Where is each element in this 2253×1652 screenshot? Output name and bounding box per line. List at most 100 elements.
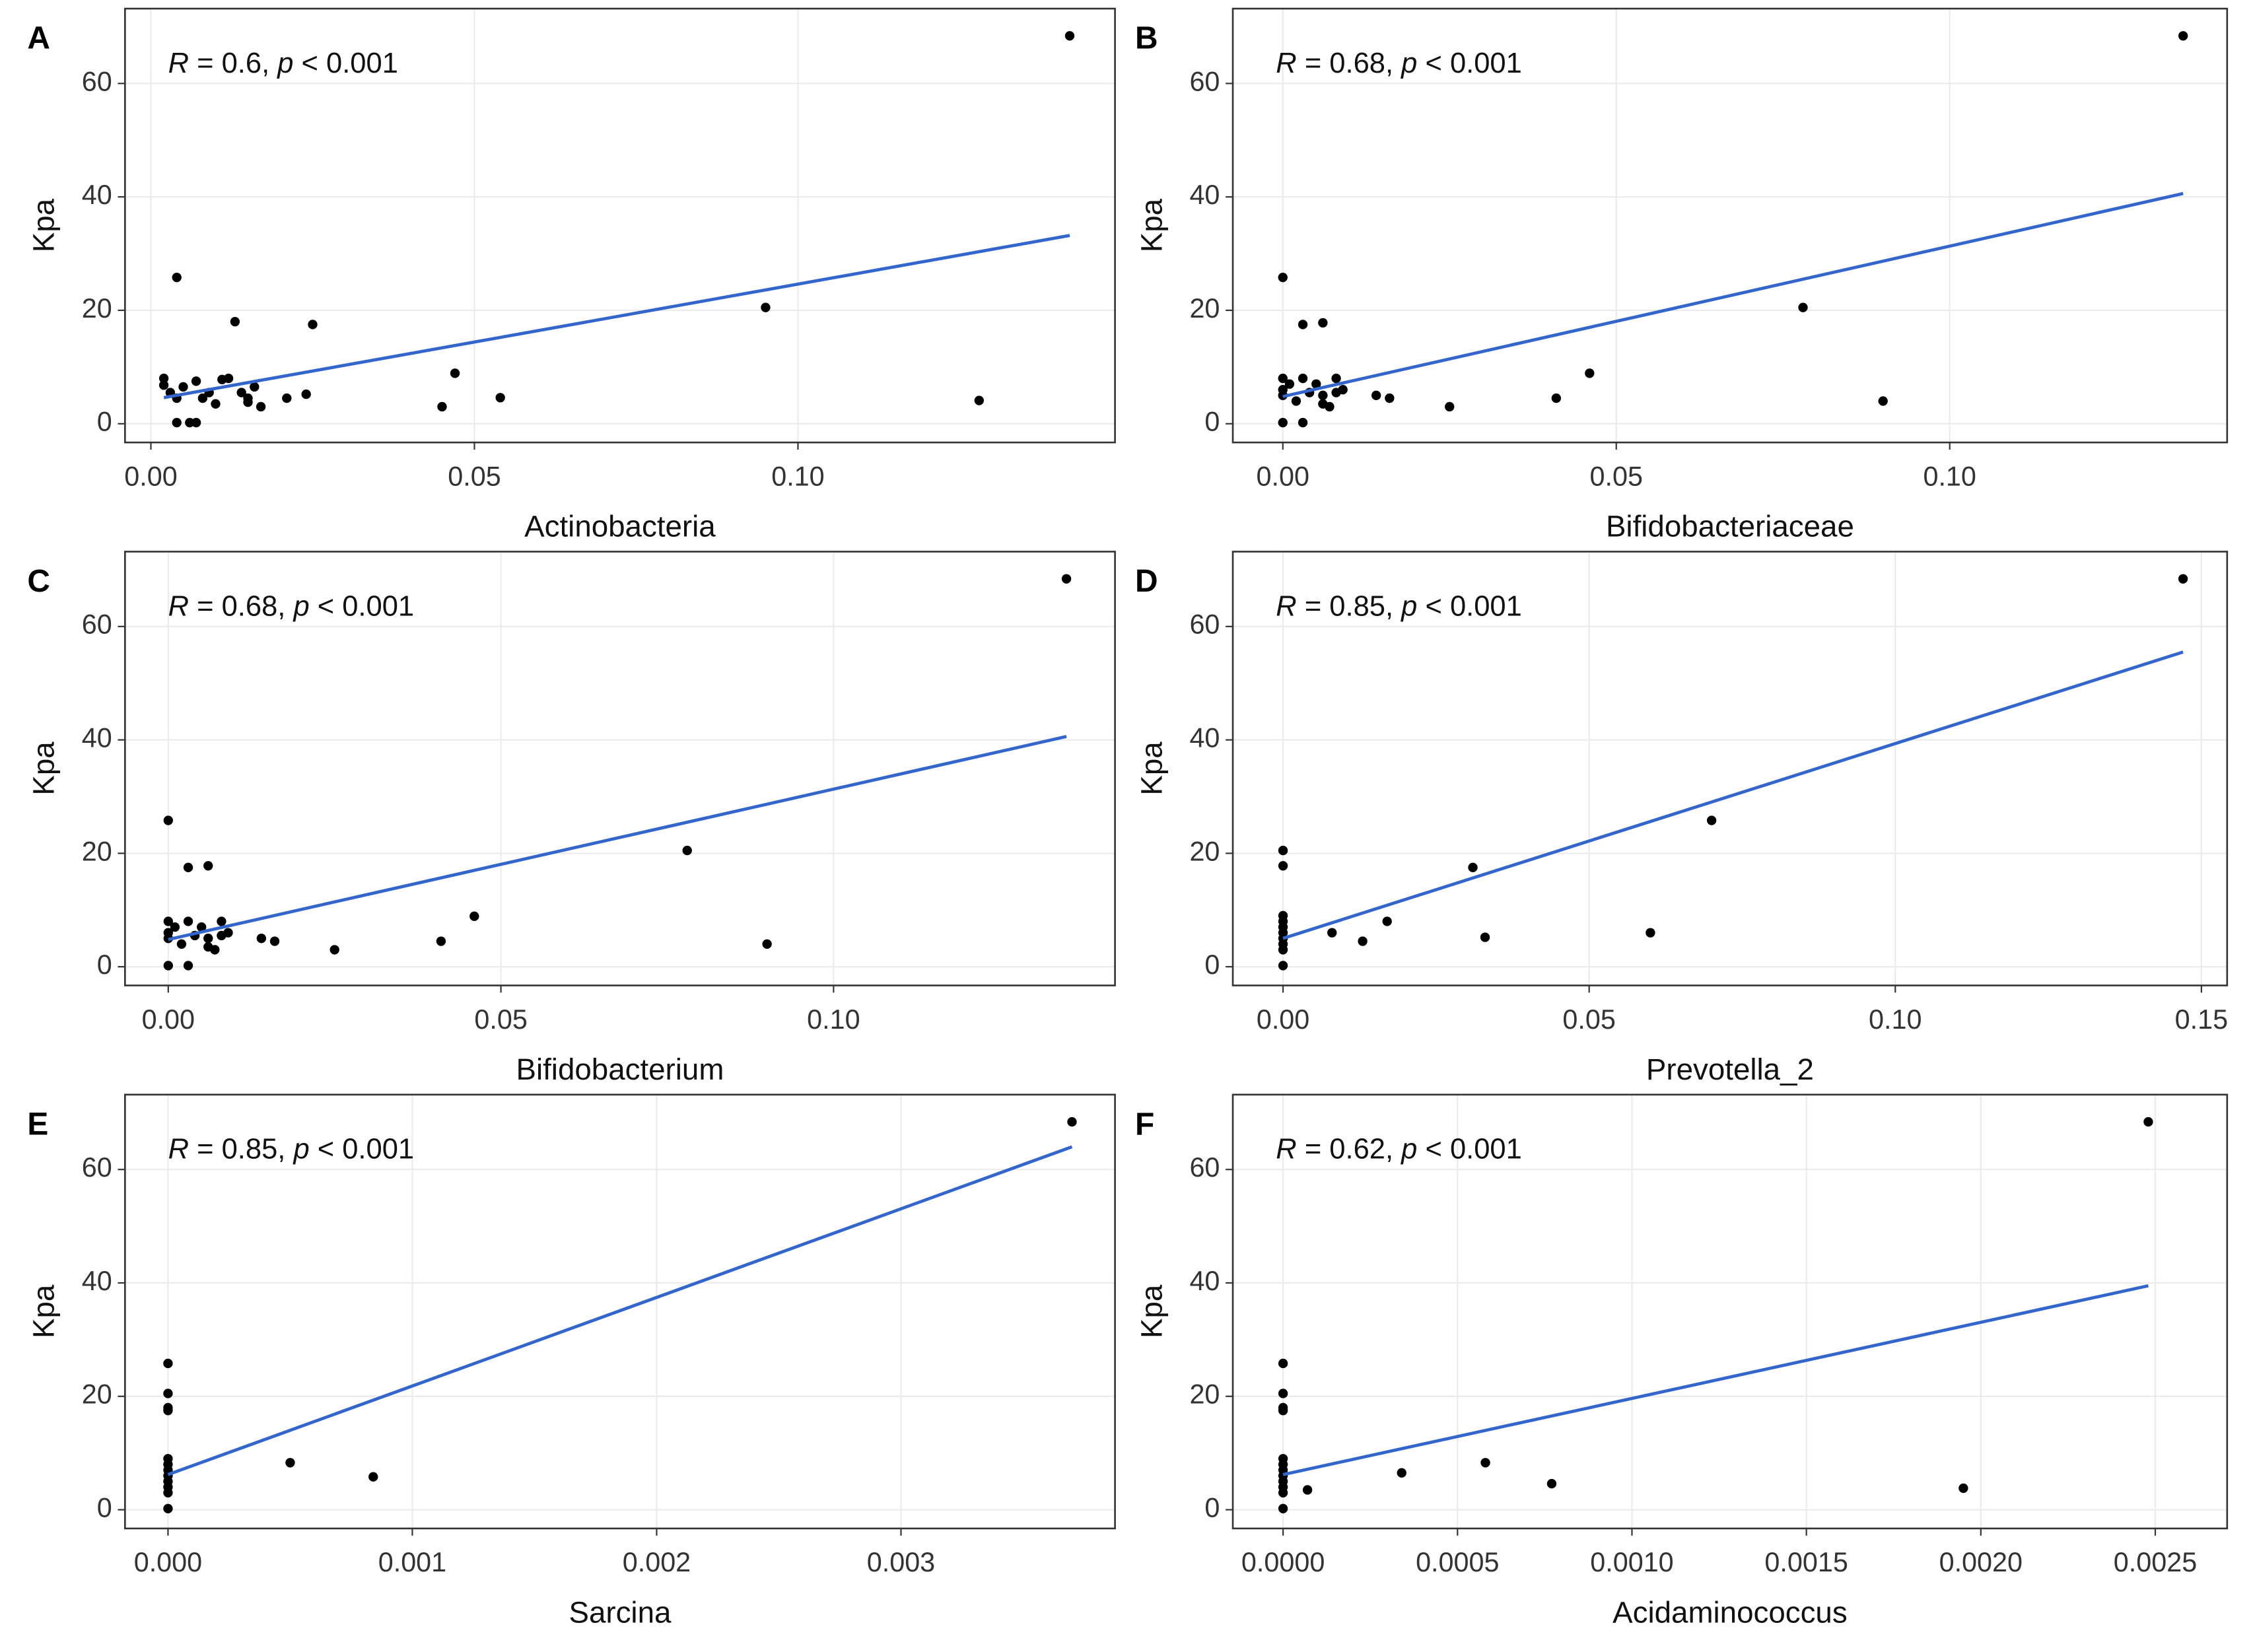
point (163, 1389, 173, 1398)
point (163, 961, 173, 971)
point (1278, 911, 1288, 921)
point (158, 380, 169, 390)
panel-label: B (1135, 21, 1158, 56)
panel: 0 20 40 60 0.000 0.001 0.002 0.003 E R = 0.85, p … (27, 1093, 1116, 1629)
point (256, 401, 266, 412)
y-axis-title: Kpa (1134, 741, 1168, 796)
annotation: R = 0.68, p < 0.001 (168, 590, 415, 622)
plot-border (124, 7, 1116, 444)
y-tick-label: 0 (97, 949, 112, 980)
point (210, 945, 220, 955)
x-tick-label: 0.002 (623, 1547, 691, 1577)
y-tick-label: 60 (1189, 609, 1220, 640)
x-tick-label: 0.0025 (2114, 1547, 2197, 1577)
annotation-part: p (1400, 590, 1417, 622)
x-axis-title: Actinobacteria (524, 510, 716, 543)
point (203, 861, 213, 871)
x-axis-title: Bifidobacterium (516, 1052, 724, 1086)
plot-border (1231, 7, 2229, 444)
x-tick-label: 0.10 (807, 1004, 860, 1035)
point (450, 368, 460, 378)
annotation-part: p (292, 1133, 309, 1165)
point (1298, 320, 1308, 329)
annotation-part: R (168, 1133, 189, 1165)
y-axis-title: Kpa (27, 741, 61, 796)
point (1585, 368, 1595, 378)
x-tick-label: 0.003 (867, 1547, 935, 1577)
fit-line (163, 234, 1070, 399)
y-axis-title: Kpa (27, 198, 61, 252)
x-tick-label: 0.0015 (1764, 1547, 1848, 1577)
point (256, 934, 267, 944)
x-tick-label: 0.001 (378, 1547, 446, 1577)
point (1298, 417, 1308, 428)
plot-border (1231, 551, 2229, 986)
point (223, 928, 233, 938)
point (308, 320, 318, 329)
annotation-part: < 0.001 (310, 590, 414, 622)
y-tick-label: 60 (82, 609, 112, 640)
annotation-part: < 0.001 (1417, 47, 1521, 79)
x-axis-title: Acidaminococcus (1612, 1595, 1848, 1629)
y-tick-label: 20 (82, 1379, 112, 1410)
point (197, 393, 208, 403)
point (1278, 1503, 1288, 1514)
point (329, 945, 339, 955)
point (1798, 302, 1808, 312)
point (974, 396, 984, 405)
point (1278, 961, 1288, 971)
point (163, 916, 173, 926)
y-tick-label: 40 (1189, 180, 1220, 210)
point (1061, 574, 1072, 584)
x-axis-title: Bifidobacteriaceae (1606, 510, 1854, 543)
point (191, 417, 201, 428)
y-axis-title: Kpa (1134, 198, 1168, 252)
y-tick-label: 0 (1204, 1492, 1220, 1523)
point (2178, 31, 2188, 41)
point (285, 1458, 295, 1468)
point (1445, 401, 1455, 412)
annotation-part: p (276, 47, 293, 79)
plot-background (1233, 1094, 2227, 1529)
y-tick-label: 40 (1189, 1266, 1220, 1296)
annotation-part: = 0.68, (189, 590, 293, 622)
y-tick-label: 40 (82, 1266, 112, 1296)
y-axis-title: Kpa (1134, 1284, 1168, 1338)
point (1338, 385, 1348, 395)
plot-border (124, 1093, 1116, 1530)
point (1327, 928, 1337, 938)
panel-label: E (27, 1107, 48, 1142)
point (172, 272, 182, 283)
point (1480, 1458, 1490, 1468)
y-tick-label: 0 (1204, 407, 1220, 437)
point (1318, 390, 1328, 400)
annotation-part: < 0.001 (1417, 590, 1521, 622)
fit-line (1282, 1284, 2149, 1476)
point (436, 936, 446, 946)
panel-label: D (1135, 564, 1158, 599)
x-tick-label: 0.000 (134, 1547, 202, 1577)
point (1278, 1454, 1288, 1464)
y-tick-label: 40 (1189, 723, 1220, 753)
x-axis-title: Sarcina (569, 1595, 672, 1629)
y-tick-label: 60 (82, 66, 112, 96)
point (1318, 318, 1328, 328)
plot-background (125, 9, 1115, 443)
annotation-part: R (1276, 590, 1296, 622)
point (437, 401, 447, 412)
point (1385, 393, 1395, 403)
x-tick-label: 0.05 (448, 461, 501, 491)
point (163, 815, 173, 825)
annotation-part: R (1276, 47, 1296, 79)
y-tick-label: 20 (1189, 293, 1220, 324)
x-axis-title: Prevotella_2 (1646, 1052, 1814, 1086)
point (2178, 574, 2188, 584)
point (236, 388, 246, 397)
point (1706, 815, 1717, 825)
annotation: R = 0.62, p < 0.001 (1276, 1133, 1522, 1165)
plot-border (1231, 1093, 2229, 1530)
point (1371, 390, 1381, 400)
x-tick-label: 0.0010 (1590, 1547, 1673, 1577)
annotation-part: < 0.001 (310, 1133, 414, 1165)
